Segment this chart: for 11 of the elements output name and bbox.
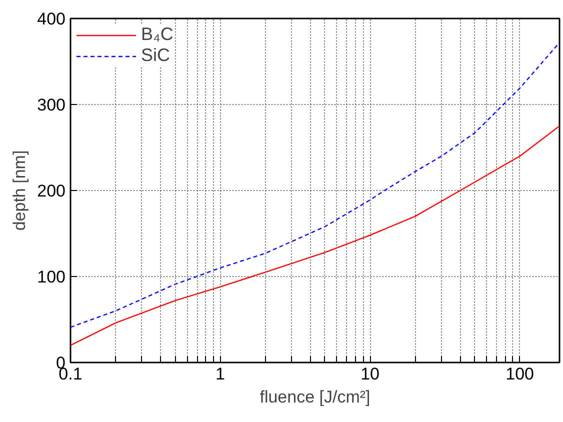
legend-label: SiC — [141, 45, 170, 66]
legend-label: B₄C — [141, 24, 174, 45]
y-tick-label: 200 — [37, 182, 66, 200]
y-tick-label: 400 — [37, 10, 66, 28]
y-tick-label: 100 — [37, 268, 66, 286]
x-axis-title: fluence [J/cm²] — [260, 388, 370, 406]
x-tick-label: 100 — [506, 364, 534, 384]
x-tick-label: 10 — [360, 364, 380, 384]
x-tick-label: 1 — [216, 364, 226, 384]
y-tick-label: 300 — [37, 96, 66, 114]
y-axis-title: depth [nm] — [10, 150, 30, 231]
